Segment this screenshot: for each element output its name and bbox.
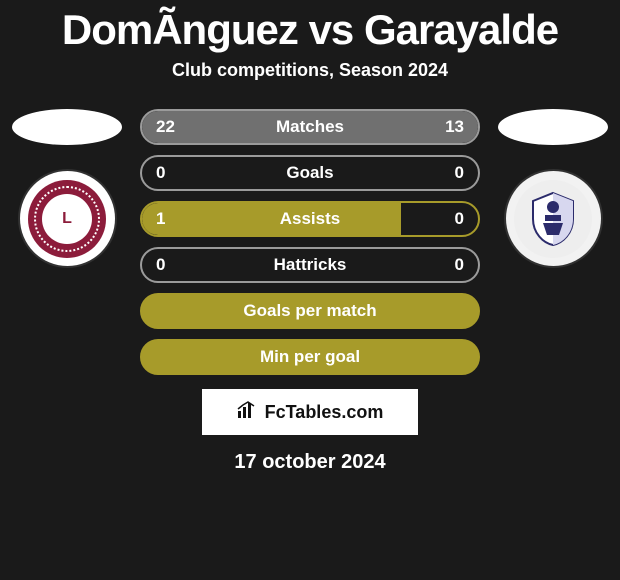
- stat-bar-hattricks: 0Hattricks0: [140, 247, 480, 283]
- stat-bar-min-per-goal: Min per goal: [140, 339, 480, 375]
- stat-label: Matches: [142, 117, 478, 137]
- club-crest-left: L: [20, 171, 115, 266]
- stat-value-right: 0: [455, 209, 478, 229]
- player-left-name: DomÃ­nguez: [62, 6, 298, 53]
- stat-bar-goals-per-match: Goals per match: [140, 293, 480, 329]
- stat-value-right: 0: [455, 163, 478, 183]
- page-title: DomÃ­nguez vs Garayalde: [62, 6, 558, 54]
- stat-label: Hattricks: [142, 255, 478, 275]
- shield-icon: [523, 189, 583, 249]
- infographic-root: DomÃ­nguez vs Garayalde Club competition…: [0, 0, 620, 580]
- club-crest-right: [506, 171, 601, 266]
- stat-value-right: 13: [445, 117, 478, 137]
- player-left-disc: [12, 109, 122, 145]
- title-separator: vs: [309, 6, 354, 53]
- left-side: L: [12, 109, 122, 266]
- brand-box: FcTables.com: [202, 389, 418, 435]
- stat-value-right: 0: [455, 255, 478, 275]
- main-row: L 22Matches130Goals01Assists00Hattricks0…: [0, 109, 620, 375]
- chart-icon: [237, 401, 259, 424]
- subtitle: Club competitions, Season 2024: [172, 60, 448, 81]
- stat-label: Min per goal: [142, 347, 478, 367]
- club-crest-left-inner: L: [28, 180, 106, 258]
- player-right-name: Garayalde: [364, 6, 558, 53]
- stat-label: Goals per match: [142, 301, 478, 321]
- stat-bar-assists: 1Assists0: [140, 201, 480, 237]
- club-crest-right-inner: [514, 180, 592, 258]
- stat-bar-matches: 22Matches13: [140, 109, 480, 145]
- brand-text: FcTables.com: [265, 402, 384, 423]
- club-crest-left-monogram: L: [42, 194, 92, 244]
- stat-bar-goals: 0Goals0: [140, 155, 480, 191]
- stats-column: 22Matches130Goals01Assists00Hattricks0Go…: [140, 109, 480, 375]
- right-side: [498, 109, 608, 266]
- date-text: 17 october 2024: [234, 451, 385, 474]
- stat-label: Goals: [142, 163, 478, 183]
- stat-label: Assists: [142, 209, 478, 229]
- player-right-disc: [498, 109, 608, 145]
